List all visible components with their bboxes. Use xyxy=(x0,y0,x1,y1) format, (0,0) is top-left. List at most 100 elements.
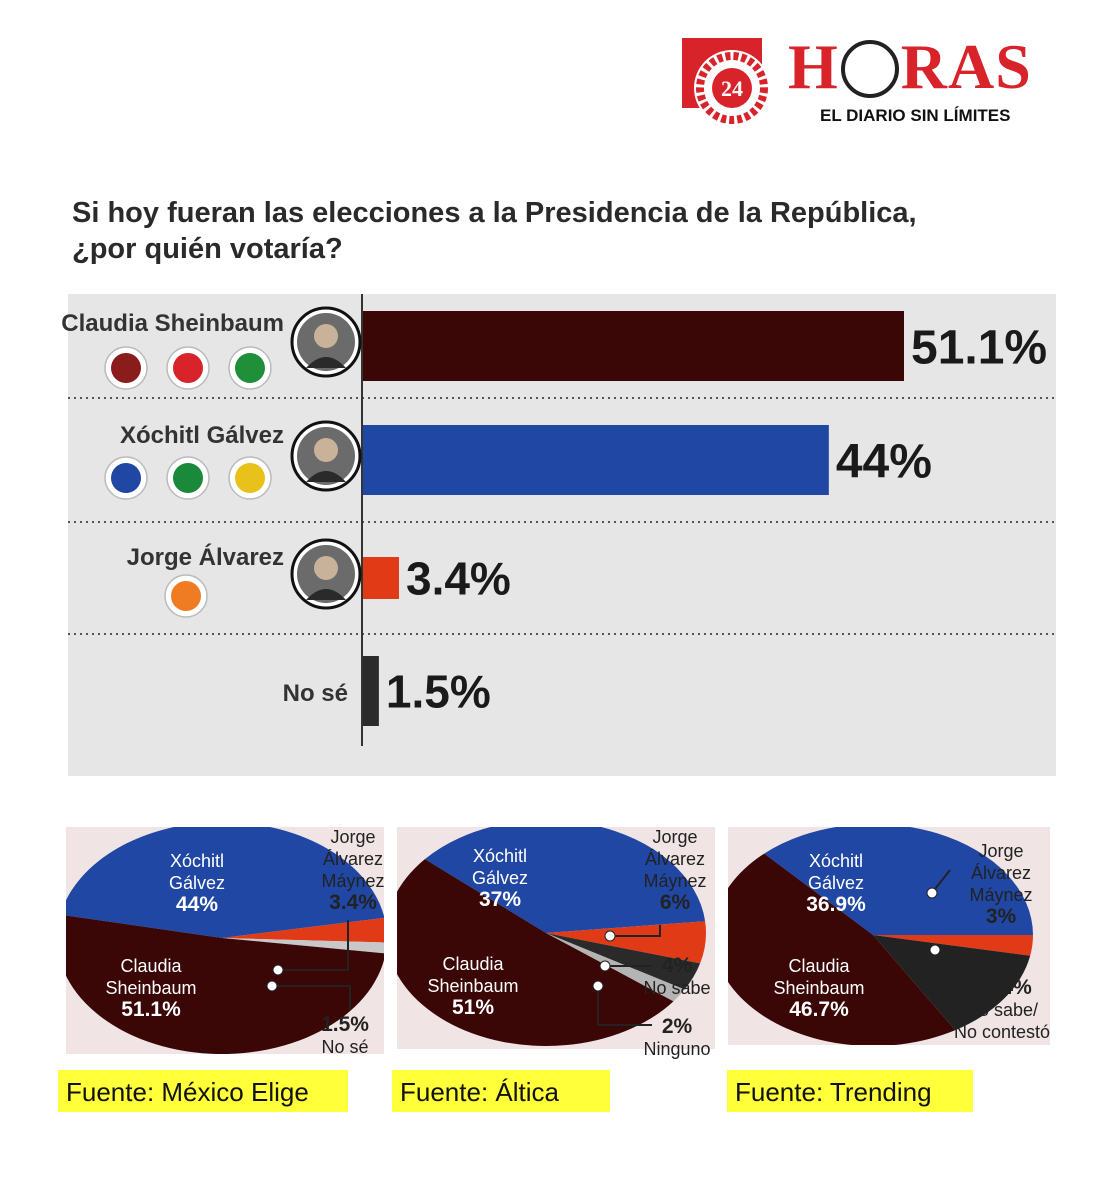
logo-wordmark: H RAS xyxy=(788,32,1032,102)
bar-value-label: 51.1% xyxy=(911,321,1047,374)
pie-category: Gálvez xyxy=(471,868,529,888)
candidate-photo xyxy=(290,420,362,492)
pie-value: 1.5% xyxy=(321,1013,369,1036)
pie-category: Álvarez xyxy=(970,863,1032,883)
pie-slice-label: 2% Ninguno xyxy=(632,1016,722,1060)
pie-category: Sheinbaum xyxy=(105,978,197,998)
pie-value: 6% xyxy=(659,891,691,914)
pie-slice-label: Claudia Sheinbaum 51.1% xyxy=(86,955,216,1021)
pie-category: No sé xyxy=(321,1037,369,1057)
pie-slice-label: Jorge Álvarez Máynez 6% xyxy=(630,826,720,914)
pie-chart xyxy=(728,827,1033,1045)
pie-category: Máynez xyxy=(321,871,385,891)
pie-slice-label: Jorge Álvarez Máynez 3% xyxy=(955,840,1047,928)
candidate-name: Claudia Sheinbaum xyxy=(61,310,284,337)
source-label: Fuente: Áltica xyxy=(392,1070,610,1112)
pie-category: Jorge xyxy=(330,827,376,847)
chart-question: Si hoy fueran las elecciones a la Presid… xyxy=(72,195,1052,267)
pie-value: 13.4% xyxy=(972,976,1032,999)
pie-slice-label: 13.4% No sabe/No contestó xyxy=(948,977,1056,1043)
pie-slice xyxy=(873,935,1033,956)
pie-slice xyxy=(764,827,1033,935)
pie-category: No contestó xyxy=(953,1022,1051,1042)
pie-value: 4% xyxy=(661,954,693,977)
pie-slice-label: Claudia Sheinbaum 46.7% xyxy=(754,955,884,1021)
pie-slice xyxy=(728,853,956,1045)
pie-category: Xóchitl xyxy=(808,851,864,871)
party-logo-morena-icon xyxy=(104,346,148,390)
pie-value: 3% xyxy=(985,905,1017,928)
pie-category: Gálvez xyxy=(807,873,865,893)
bar-chart-panel: 51.1% 44% 3.4% 1.5% Claudia Sheinbaum Xóchit… xyxy=(61,294,1056,776)
party-logo-pri-icon xyxy=(166,456,210,500)
pie-category: Jorge xyxy=(652,827,698,847)
bar-value-label: 44% xyxy=(836,435,932,488)
pie-category: Máynez xyxy=(643,871,707,891)
pie-category: Claudia xyxy=(120,956,182,976)
pie-slice-label: 4% No sabe xyxy=(632,955,722,999)
pie-value: 2% xyxy=(661,1015,693,1038)
party-logo-movimiento-ciudadano-icon xyxy=(164,574,208,618)
candidate-name: No sé xyxy=(282,680,348,707)
pie-category: Claudia xyxy=(788,956,850,976)
pie-category: No sabe/ xyxy=(965,1000,1039,1020)
pie-category: Gálvez xyxy=(168,873,226,893)
pie-category: Xóchitl xyxy=(169,851,225,871)
pie-value: 37% xyxy=(478,888,522,911)
bar-4 xyxy=(363,656,379,726)
pie-value: 44% xyxy=(175,893,219,916)
pie-category: Xóchitl xyxy=(472,846,528,866)
pie-category: Máynez xyxy=(969,885,1033,905)
pie-slice-label: Xóchitl Gálvez 36.9% xyxy=(786,850,886,916)
bar-value-label: 3.4% xyxy=(406,553,511,605)
bar-2 xyxy=(363,425,829,495)
pie-category: No sabe xyxy=(643,978,711,998)
bar-chart: 51.1% 44% 3.4% 1.5% xyxy=(68,294,1056,746)
clock-icon xyxy=(840,40,899,99)
logo-badge: 24 xyxy=(682,38,770,126)
candidate-name: Jorge Álvarez xyxy=(126,544,284,571)
pie-chart xyxy=(397,827,706,1046)
pie-slice xyxy=(424,827,706,933)
pie-slice xyxy=(546,933,701,990)
pie-panel xyxy=(728,827,1050,1045)
bar-value-label: 1.5% xyxy=(386,666,491,718)
pie-slice-label: Xóchitl Gálvez 37% xyxy=(450,845,550,911)
pie-slice-label: 1.5% No sé xyxy=(300,1014,390,1058)
pie-slice xyxy=(546,933,685,1002)
pie-value: 3.4% xyxy=(329,891,377,914)
pie-slice-label: Jorge Álvarez Máynez 3.4% xyxy=(308,826,398,914)
pie-category: Jorge xyxy=(978,841,1024,861)
pie-value: 51% xyxy=(451,996,495,1019)
question-line-2: ¿por quién votaría? xyxy=(72,233,343,265)
pie-category: Sheinbaum xyxy=(773,978,865,998)
pie-category: Claudia xyxy=(442,954,504,974)
logo-word-right: RAS xyxy=(900,31,1032,102)
pie-category: Álvarez xyxy=(322,849,384,869)
pie-category: Álvarez xyxy=(644,849,706,869)
pie-category: Sheinbaum xyxy=(427,976,519,996)
pie-value: 36.9% xyxy=(806,893,866,916)
candidate-photo xyxy=(290,538,362,610)
bar-1 xyxy=(363,311,904,381)
bar-3 xyxy=(363,557,399,599)
logo-tagline: EL DIARIO SIN LÍMITES xyxy=(820,106,1011,125)
pie-slice xyxy=(546,921,706,964)
source-label: Fuente: México Elige xyxy=(58,1070,348,1112)
pie-panel xyxy=(397,827,715,1049)
candidate-name: Xóchitl Gálvez xyxy=(119,422,284,449)
pie-slice xyxy=(66,827,384,938)
pie-slice-label: Xóchitl Gálvez 44% xyxy=(142,850,252,916)
source-label: Fuente: Trending xyxy=(727,1070,973,1112)
party-logo-verde-icon xyxy=(228,346,272,390)
candidate-photo xyxy=(290,306,362,378)
pie-value: 51.1% xyxy=(121,998,181,1021)
logo: 24 H RAS EL DIARIO SIN LÍMITES xyxy=(680,30,1060,140)
pie-value: 46.7% xyxy=(789,998,849,1021)
party-logo-pt-icon xyxy=(166,346,210,390)
logo-word-left: H xyxy=(788,31,839,102)
pie-slice xyxy=(873,935,1031,1031)
party-logo-pan-icon xyxy=(104,456,148,500)
party-logo-prd-icon xyxy=(228,456,272,500)
question-line-1: Si hoy fueran las elecciones a la Presid… xyxy=(72,197,917,229)
